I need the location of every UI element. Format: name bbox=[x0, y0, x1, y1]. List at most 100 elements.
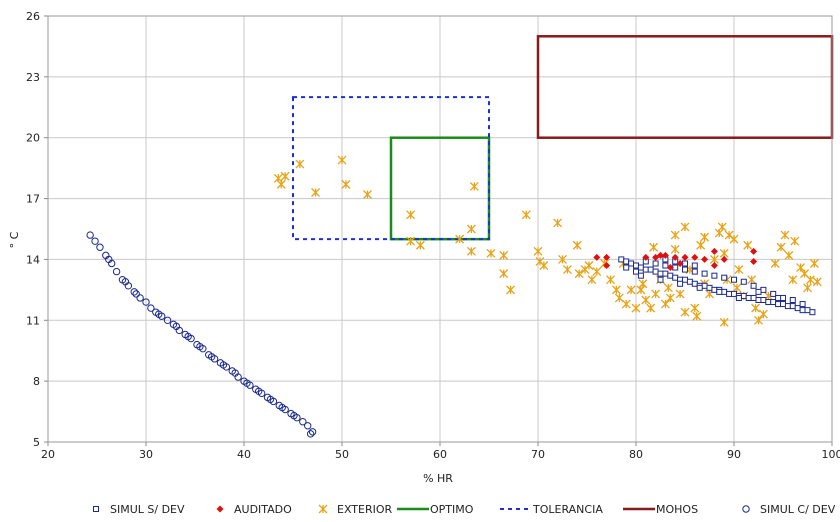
point-simul-s-dev bbox=[623, 264, 630, 271]
point-simul-s-dev bbox=[662, 262, 669, 269]
point-simul-c-dev bbox=[231, 369, 239, 377]
point-exterior bbox=[670, 244, 680, 254]
point-exterior bbox=[406, 210, 416, 220]
point-simul-s-dev bbox=[686, 278, 693, 285]
x-tick-label: 20 bbox=[41, 448, 55, 461]
x-axis-label: % HR bbox=[423, 472, 453, 485]
point-exterior bbox=[466, 246, 476, 256]
point-simul-c-dev bbox=[163, 316, 172, 324]
legend-swatch bbox=[93, 506, 99, 512]
point-exterior bbox=[584, 261, 594, 270]
point-exterior bbox=[466, 224, 476, 234]
point-simul-s-dev bbox=[628, 260, 635, 267]
point-exterior bbox=[415, 240, 425, 250]
x-tick-label: 80 bbox=[629, 448, 643, 461]
point-exterior bbox=[533, 246, 543, 256]
legend-label: EXTERIOR bbox=[337, 503, 393, 516]
point-auditado bbox=[661, 251, 669, 259]
point-auditado bbox=[750, 247, 758, 255]
y-tick-label: 17 bbox=[26, 193, 40, 206]
point-exterior bbox=[606, 275, 615, 285]
point-simul-s-dev bbox=[667, 272, 674, 279]
point-exterior bbox=[770, 259, 780, 268]
point-exterior bbox=[521, 210, 531, 220]
point-simul-s-dev bbox=[711, 286, 718, 293]
point-auditado bbox=[666, 264, 674, 272]
point-simul-c-dev bbox=[266, 395, 275, 404]
point-simul-c-dev bbox=[91, 237, 99, 245]
point-simul-s-dev bbox=[765, 299, 772, 306]
point-simul-s-dev bbox=[716, 288, 723, 295]
point-auditado bbox=[691, 253, 699, 261]
point-exterior bbox=[732, 283, 742, 293]
point-simul-c-dev bbox=[136, 294, 144, 302]
point-exterior bbox=[719, 317, 729, 327]
point-simul-s-dev bbox=[750, 294, 757, 301]
point-simul-c-dev bbox=[96, 243, 104, 251]
point-exterior bbox=[638, 279, 648, 289]
y-tick-label: 11 bbox=[26, 314, 40, 327]
y-tick-label: 20 bbox=[26, 132, 40, 145]
point-exterior bbox=[758, 309, 768, 319]
point-exterior bbox=[649, 242, 659, 252]
legend-swatch bbox=[318, 504, 328, 514]
point-exterior bbox=[651, 289, 661, 299]
point-simul-s-dev bbox=[682, 276, 688, 283]
point-exterior bbox=[780, 230, 790, 240]
legend-label: TOLERANCIA bbox=[532, 503, 603, 516]
y-tick-label: 23 bbox=[26, 71, 40, 84]
point-exterior bbox=[754, 315, 763, 325]
point-simul-c-dev bbox=[243, 379, 251, 387]
point-exterior bbox=[539, 261, 549, 270]
point-exterior bbox=[311, 188, 320, 197]
x-tick-label: 70 bbox=[531, 448, 545, 461]
point-exterior bbox=[341, 179, 351, 189]
point-simul-s-dev bbox=[789, 297, 796, 303]
point-simul-c-dev bbox=[112, 267, 121, 276]
point-exterior bbox=[700, 232, 710, 242]
point-simul-c-dev bbox=[207, 353, 216, 361]
point-exterior bbox=[805, 275, 815, 285]
point-simul-c-dev bbox=[308, 428, 317, 436]
point-simul-s-dev bbox=[755, 297, 762, 303]
point-simul-c-dev bbox=[132, 290, 140, 298]
point-simul-s-dev bbox=[731, 276, 737, 283]
point-simul-c-dev bbox=[130, 288, 138, 296]
point-exterior bbox=[506, 285, 516, 295]
point-simul-c-dev bbox=[304, 422, 312, 430]
point-exterior bbox=[646, 303, 656, 313]
series-auditado bbox=[593, 247, 758, 272]
point-auditado bbox=[720, 255, 728, 263]
point-simul-s-dev bbox=[633, 262, 639, 269]
legend-label: OPTIMO bbox=[430, 503, 474, 516]
point-exterior bbox=[743, 240, 753, 250]
x-tick-label: 40 bbox=[237, 448, 251, 461]
point-simul-c-dev bbox=[306, 430, 315, 438]
point-exterior bbox=[670, 230, 680, 240]
point-simul-s-dev bbox=[809, 309, 816, 316]
point-auditado bbox=[701, 255, 709, 263]
point-simul-c-dev bbox=[278, 403, 286, 412]
point-exterior bbox=[499, 250, 509, 260]
point-simul-s-dev bbox=[721, 274, 728, 281]
series-simul-s-dev bbox=[618, 256, 816, 316]
point-simul-s-dev bbox=[642, 266, 649, 273]
point-exterior bbox=[469, 181, 479, 191]
point-exterior bbox=[363, 190, 372, 199]
point-simul-c-dev bbox=[290, 411, 298, 420]
point-exterior bbox=[776, 242, 786, 252]
point-simul-s-dev bbox=[726, 290, 733, 297]
point-exterior bbox=[641, 295, 651, 305]
point-exterior bbox=[455, 234, 465, 244]
legend-item-mohos: MOHOS bbox=[623, 503, 698, 516]
legend-item-tolerancia: TOLERANCIA bbox=[500, 503, 603, 516]
point-exterior bbox=[572, 240, 582, 250]
scatter-points bbox=[86, 155, 822, 438]
point-simul-s-dev bbox=[775, 294, 782, 301]
point-auditado bbox=[750, 257, 758, 265]
point-simul-s-dev bbox=[701, 270, 708, 277]
point-exterior bbox=[626, 285, 636, 295]
y-tick-label: 26 bbox=[26, 10, 40, 23]
point-simul-c-dev bbox=[172, 322, 181, 331]
